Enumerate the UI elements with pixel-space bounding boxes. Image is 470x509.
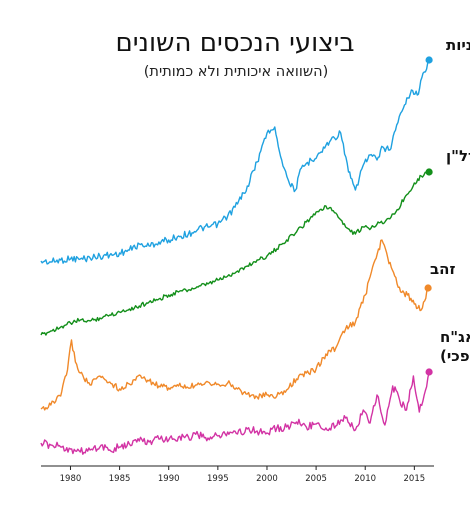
series-layer <box>40 56 433 455</box>
x-tick-label-1990: 1990 <box>158 474 180 484</box>
series-label-4: אג"ח(הופכי) <box>440 328 470 365</box>
series-end-marker-2 <box>425 168 433 176</box>
x-tick-label-2010: 2010 <box>354 474 376 484</box>
chart-title: ביצועי הנכסים השונים <box>115 28 354 58</box>
x-tick-label-1985: 1985 <box>109 474 131 484</box>
series-line-4 <box>40 371 430 455</box>
x-axis-ticks: 1980 1985 1990 1995 2000 2005 2010 2015 <box>60 466 426 484</box>
x-tick-label-2000: 2000 <box>256 474 278 484</box>
series-end-marker-4 <box>425 368 433 376</box>
series-label-3: זהב <box>430 260 455 278</box>
series-end-marker-1 <box>425 56 433 64</box>
chart-subtitle: (השוואה איכותית ולא כמותית) <box>144 64 328 80</box>
series-line-2 <box>40 171 430 336</box>
series-label-2: נדל"ן <box>446 147 470 165</box>
x-tick-label-2015: 2015 <box>404 474 426 484</box>
label-layer: מניות נדל"ן זהב אג"ח(הופכי) <box>430 36 470 365</box>
series-label-1: מניות <box>446 36 470 54</box>
series-line-3 <box>40 239 429 411</box>
x-tick-label-1995: 1995 <box>207 474 229 484</box>
series-line-1 <box>40 59 430 265</box>
x-tick-label-2005: 2005 <box>305 474 327 484</box>
x-tick-label-1980: 1980 <box>60 474 82 484</box>
series-end-marker-3 <box>424 284 432 292</box>
